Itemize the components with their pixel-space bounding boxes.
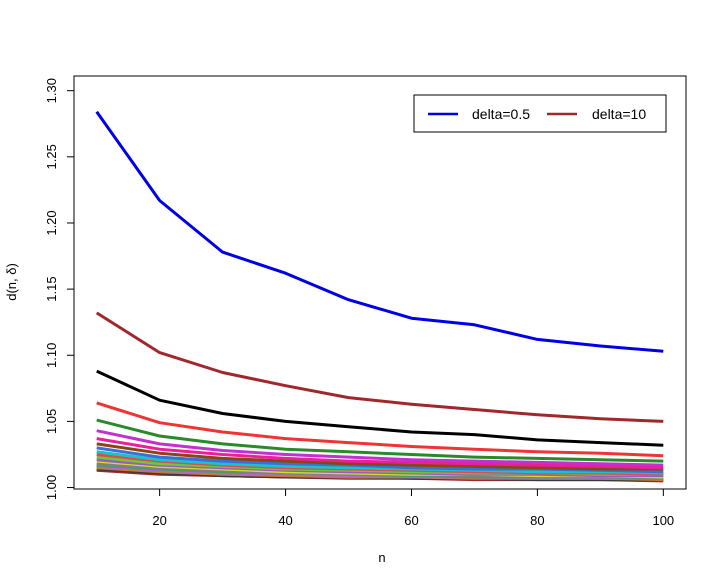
- series-layer: [95, 110, 664, 483]
- y-tick-label: 1.25: [44, 144, 59, 169]
- series-line-6: [96, 429, 664, 467]
- series-line-4: [96, 401, 664, 458]
- y-tick-label: 1.30: [44, 78, 59, 103]
- series-line-2: [95, 311, 664, 423]
- x-tick-label: 80: [530, 513, 544, 528]
- series-line-1: [95, 110, 664, 353]
- x-tick-label: 100: [652, 513, 674, 528]
- series-line-8: [96, 442, 664, 471]
- series-line-7: [96, 437, 664, 470]
- legend-label-delta-0-5: delta=0.5: [472, 106, 530, 122]
- x-tick-label: 40: [278, 513, 292, 528]
- y-axis: 1.00 1.05 1.10 1.15 1.20 1.25 1.30: [44, 78, 75, 500]
- legend: delta=0.5 delta=10: [413, 94, 667, 133]
- x-axis-label: n: [378, 550, 385, 565]
- y-tick-label: 1.10: [44, 343, 59, 368]
- x-tick-label: 20: [152, 513, 166, 528]
- y-tick-label: 1.15: [44, 276, 59, 301]
- series-line-5: [96, 418, 664, 463]
- series-line-10: [96, 450, 664, 475]
- x-tick-label: 60: [404, 513, 418, 528]
- series-line-3: [96, 369, 664, 447]
- y-tick-label: 1.20: [44, 210, 59, 235]
- legend-label-delta-10: delta=10: [592, 106, 646, 122]
- y-tick-label: 1.00: [44, 475, 59, 500]
- x-axis: 20 40 60 80 100: [152, 488, 674, 528]
- y-axis-label: d(n, δ): [4, 263, 19, 301]
- y-tick-label: 1.05: [44, 409, 59, 434]
